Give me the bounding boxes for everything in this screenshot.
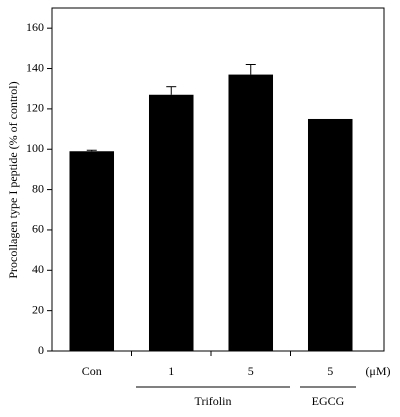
error-bar xyxy=(245,63,256,75)
x-tick-label: 5 xyxy=(327,364,333,378)
y-axis-label: Procollagen type I peptide (% of control… xyxy=(6,81,20,278)
y-tick-label: 40 xyxy=(32,262,44,276)
y-tick-label: 140 xyxy=(26,60,44,74)
bar xyxy=(148,94,194,352)
y-tick-label: 60 xyxy=(32,222,44,236)
bar xyxy=(228,74,274,352)
error-bar xyxy=(86,149,97,152)
error-bar xyxy=(166,86,177,95)
group-label: EGCG xyxy=(312,394,345,408)
y-tick-label: 0 xyxy=(38,343,44,357)
y-tick-label: 100 xyxy=(26,141,44,155)
y-tick-label: 160 xyxy=(26,20,44,34)
unit-label: (μM) xyxy=(365,364,390,378)
y-tick-label: 20 xyxy=(32,302,44,316)
x-tick-label: 1 xyxy=(168,364,174,378)
x-tick-label: 5 xyxy=(248,364,254,378)
plot-frame xyxy=(51,7,385,352)
x-tick-label: Con xyxy=(82,364,102,378)
bar xyxy=(69,151,115,351)
bar xyxy=(307,118,353,352)
y-tick-label: 120 xyxy=(26,101,44,115)
y-tick-label: 80 xyxy=(32,181,44,195)
group-label: Trifolin xyxy=(195,394,232,408)
